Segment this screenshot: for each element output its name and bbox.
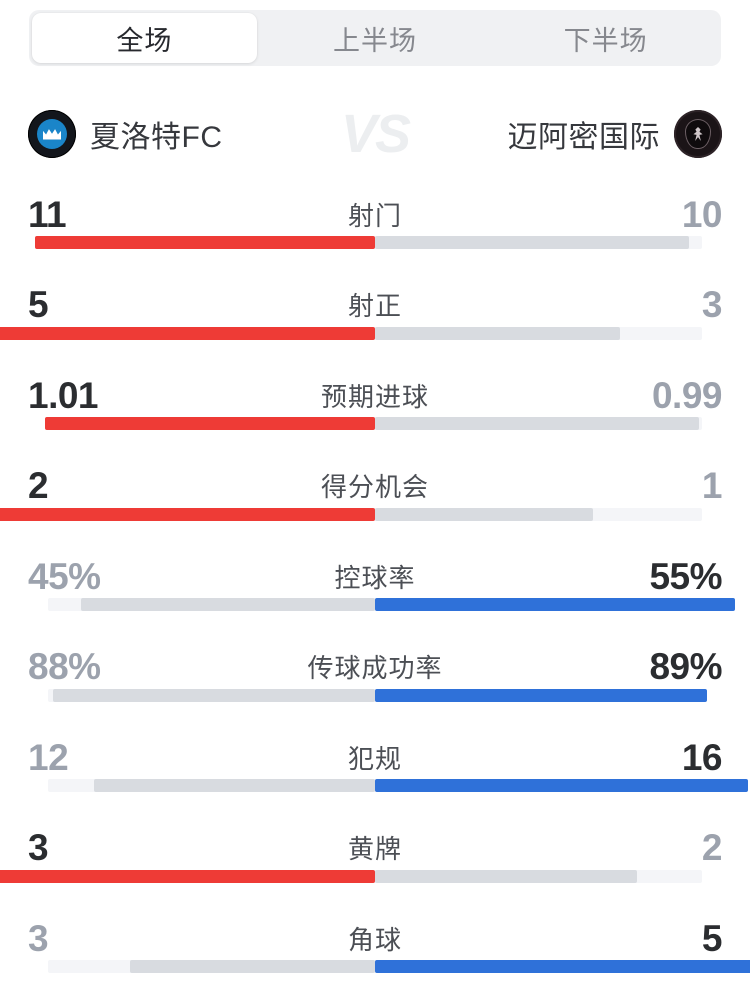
stat-row: 1.01 预期进球 0.99 [0, 361, 750, 452]
home-bar [0, 326, 375, 340]
crown-icon [43, 129, 61, 140]
stat-header: 2 得分机会 1 [28, 464, 723, 508]
home-bar [80, 598, 375, 611]
stat-label: 黄牌 [347, 834, 402, 864]
stat-header: 11 射门 10 [28, 192, 723, 236]
stat-row: 3 角球 5 [0, 904, 750, 995]
away-bar [375, 598, 735, 611]
stat-label: 射门 [347, 200, 402, 231]
away-value: 1 [701, 465, 723, 506]
away-bar [375, 688, 708, 702]
home-value: 5 [28, 284, 49, 325]
home-value: 2 [28, 465, 49, 506]
stat-row: 12 犯规 16 [0, 723, 750, 814]
home-bar [0, 507, 375, 521]
home-bar [34, 236, 375, 249]
away-value: 5 [701, 917, 723, 959]
tab-full-match[interactable]: 全场 [32, 13, 257, 63]
crest-inner-shield [685, 119, 711, 149]
stat-header: 5 射正 3 [28, 283, 723, 327]
teams-header: VS 夏洛特FC 迈阿密国际 [0, 88, 750, 180]
stat-row: 3 黄牌 2 [0, 814, 750, 905]
crest-inner-disc [37, 119, 67, 149]
stat-track [0, 869, 702, 883]
home-bar [94, 779, 375, 792]
stat-label: 射正 [347, 291, 402, 321]
stat-header: 12 犯规 16 [28, 735, 723, 779]
away-value: 3 [701, 284, 723, 325]
stat-header: 45% 控球率 55% [28, 554, 722, 598]
stat-header: 88% 传球成功率 89% [28, 645, 722, 689]
home-bar [53, 688, 375, 702]
away-bar [375, 417, 699, 430]
stat-row: 88% 传球成功率 89% [0, 633, 750, 724]
stat-header: 1.01 预期进球 0.99 [28, 373, 723, 417]
stat-label: 预期进球 [320, 381, 429, 412]
home-bar [129, 960, 375, 973]
stat-row: 11 射门 10 [0, 180, 750, 271]
home-value: 11 [28, 193, 67, 235]
tab-second-half[interactable]: 下半场 [493, 13, 718, 63]
stat-label: 传球成功率 [307, 653, 443, 683]
away-bar [375, 236, 689, 249]
home-team-name: 夏洛特FC [90, 121, 223, 154]
away-bar [375, 507, 593, 521]
away-bar [375, 779, 749, 792]
stat-label: 控球率 [334, 562, 416, 593]
home-bar [44, 417, 375, 430]
stat-track [48, 688, 708, 702]
stat-row: 2 得分机会 1 [0, 452, 750, 543]
stat-row: 45% 控球率 55% [0, 542, 750, 633]
stat-header: 3 黄牌 2 [28, 826, 723, 870]
inter-miami-crest-icon [674, 110, 722, 158]
stat-track [0, 507, 702, 521]
stat-track [0, 326, 702, 340]
stat-track [48, 960, 750, 973]
away-bar [375, 326, 621, 340]
home-value: 12 [28, 736, 69, 778]
heron-icon [693, 127, 703, 141]
away-bar [375, 960, 750, 973]
away-value: 55% [649, 555, 722, 597]
home-value: 88% [28, 646, 101, 687]
tab-first-half[interactable]: 上半场 [263, 13, 488, 63]
away-team[interactable]: 迈阿密国际 [507, 88, 722, 180]
stat-track [34, 236, 702, 249]
stat-track [48, 598, 735, 611]
stat-row: 5 射正 3 [0, 271, 750, 362]
period-tabbar[interactable]: 全场 上半场 下半场 [29, 10, 721, 66]
away-value: 16 [681, 736, 723, 778]
home-team[interactable]: 夏洛特FC [28, 88, 223, 180]
stat-header: 3 角球 5 [28, 916, 723, 960]
stat-label: 犯规 [347, 743, 402, 774]
stat-label: 得分机会 [320, 472, 429, 502]
stat-label: 角球 [347, 924, 402, 955]
home-value: 45% [28, 555, 101, 597]
away-value: 2 [701, 827, 723, 868]
home-value: 3 [28, 917, 49, 959]
stat-track [48, 779, 749, 792]
tab-first-half-label: 上半场 [333, 25, 417, 56]
stats-list: 11 射门 10 5 射正 3 1.01 预期进球 0.99 [0, 180, 750, 995]
stat-track [44, 417, 702, 430]
home-value: 1.01 [28, 374, 99, 416]
home-value: 3 [28, 827, 49, 868]
charlotte-fc-crest-icon [28, 110, 76, 158]
home-bar [0, 869, 375, 883]
away-value: 0.99 [651, 374, 723, 416]
away-value: 89% [649, 646, 722, 687]
tab-full-match-label: 全场 [116, 25, 173, 56]
away-team-name: 迈阿密国际 [507, 121, 660, 154]
away-value: 10 [681, 193, 723, 235]
away-bar [375, 869, 637, 883]
tab-second-half-label: 下半场 [563, 25, 648, 56]
